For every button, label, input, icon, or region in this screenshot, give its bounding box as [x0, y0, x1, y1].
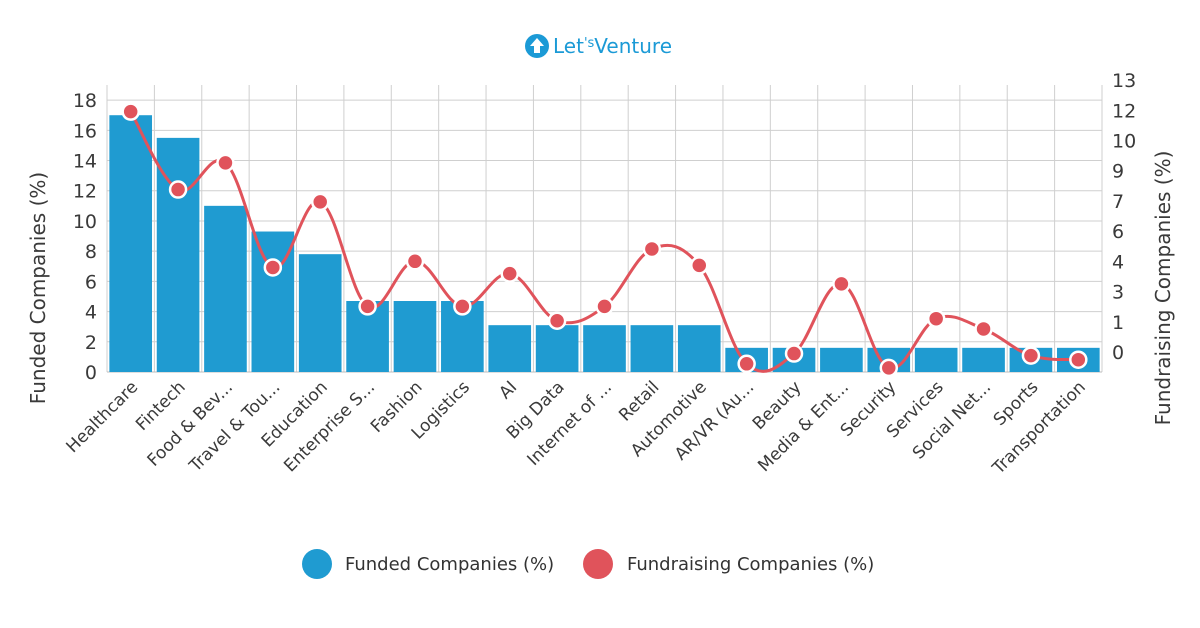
legend-swatch-funded [302, 549, 332, 579]
line-point [784, 344, 804, 363]
logo-text-right: Venture [594, 34, 672, 58]
right-tick-label: 1 [1112, 312, 1124, 334]
category-label: Internet of ... [523, 377, 616, 470]
line-point [642, 239, 662, 259]
svg-text:Let'sVenture: Let'sVenture [553, 34, 672, 58]
legend: Funded Companies (%) Fundraising Compani… [302, 549, 874, 579]
line-point [263, 258, 283, 277]
bar [630, 325, 674, 372]
line-point [168, 180, 188, 199]
right-axis-title: Fundraising Companies (%) [1151, 151, 1175, 426]
line-point [405, 252, 425, 271]
bar [488, 325, 532, 372]
category-label: Healthcare [63, 377, 143, 457]
left-tick-label: 16 [73, 120, 97, 142]
line-point [1069, 350, 1088, 369]
bar [962, 347, 1005, 372]
line-point [926, 309, 946, 328]
logo-text-mark: 's [584, 36, 595, 51]
right-tick-label: 3 [1112, 282, 1124, 304]
right-tick-label: 0 [1112, 342, 1124, 364]
left-tick-label: 18 [73, 90, 97, 112]
logo-text-left: Let [553, 34, 584, 58]
legend-label-funded: Funded Companies (%) [345, 554, 554, 575]
line-series [121, 102, 1088, 378]
bar [820, 347, 863, 372]
bar [109, 115, 153, 373]
line-point [595, 297, 614, 316]
left-tick-label: 10 [73, 211, 97, 233]
line-point [500, 264, 519, 283]
right-tick-label: 10 [1112, 131, 1136, 153]
bar [298, 254, 342, 372]
right-tick-label: 7 [1112, 191, 1124, 213]
line-point [310, 192, 330, 212]
bar [914, 347, 958, 372]
line-point [879, 358, 899, 378]
line-point [453, 297, 472, 316]
line-point [690, 256, 709, 275]
bar [393, 301, 437, 372]
legend-swatch-fundraising [583, 549, 613, 579]
left-axis-title: Funded Companies (%) [26, 172, 50, 404]
line-point [832, 274, 851, 294]
left-tick-label: 6 [85, 271, 97, 293]
left-tick-label: 0 [85, 362, 97, 384]
bar [677, 325, 721, 372]
logo-arrow-glyph [530, 38, 544, 53]
line-point [216, 153, 235, 173]
line-point [121, 102, 140, 121]
bar [535, 325, 579, 372]
line-point [974, 319, 993, 339]
right-tick-label: 4 [1112, 251, 1124, 273]
right-tick-label: 13 [1112, 70, 1136, 92]
category-label: AI [495, 377, 521, 403]
left-tick-label: 12 [73, 181, 97, 203]
line-point [737, 354, 756, 374]
line-point [1021, 346, 1041, 365]
bar [204, 205, 247, 372]
left-tick-label: 14 [73, 151, 97, 173]
right-tick-label: 9 [1112, 161, 1124, 183]
letsventure-logo: Let'sVenture [525, 34, 672, 58]
left-tick-label: 4 [85, 302, 97, 324]
bar [583, 325, 626, 372]
right-tick-label: 12 [1112, 100, 1136, 122]
line-point [547, 311, 567, 330]
right-tick-label: 6 [1112, 221, 1124, 243]
bar-series [109, 115, 1100, 373]
legend-label-fundraising: Fundraising Companies (%) [627, 554, 874, 575]
left-axis-ticks: 0 2 4 6 8 10 12 14 16 18 [73, 90, 97, 384]
line-point [358, 297, 377, 316]
left-tick-label: 8 [85, 241, 97, 263]
left-tick-label: 2 [85, 332, 97, 354]
